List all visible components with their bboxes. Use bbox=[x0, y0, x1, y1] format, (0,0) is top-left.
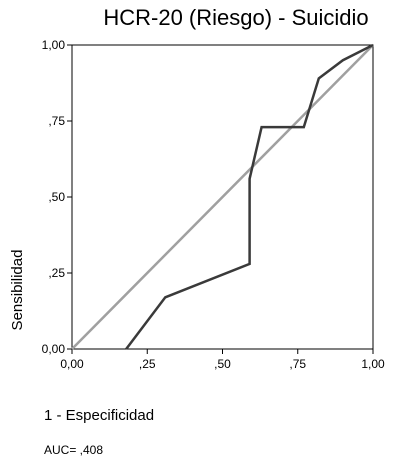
roc-curve-line bbox=[125, 43, 374, 350]
auc-annotation: AUC= ,408 bbox=[44, 443, 103, 457]
x-tick-label: ,75 bbox=[289, 357, 306, 371]
x-tick-label: ,50 bbox=[214, 357, 231, 371]
x-tick-label: 0,00 bbox=[60, 357, 84, 371]
y-tick-label: ,50 bbox=[48, 190, 65, 204]
x-axis-label: 1 - Especificidad bbox=[44, 407, 154, 424]
x-tick-label: 1,00 bbox=[361, 357, 385, 371]
plot-area: 0,00 ,25 ,50 ,75 1,00 0,00 ,25 ,50 ,75 1,00 bbox=[42, 38, 385, 371]
y-tick-label: 0,00 bbox=[42, 342, 66, 356]
y-axis-label: Sensibilidad bbox=[9, 250, 26, 331]
y-tick-label: ,25 bbox=[48, 266, 65, 280]
reference-diagonal-line bbox=[71, 44, 374, 350]
y-tick-label: ,75 bbox=[48, 114, 65, 128]
x-tick-label: ,25 bbox=[139, 357, 156, 371]
y-tick-label: 1,00 bbox=[42, 38, 66, 52]
chart-title: HCR-20 (Riesgo) - Suicidio bbox=[103, 5, 368, 30]
